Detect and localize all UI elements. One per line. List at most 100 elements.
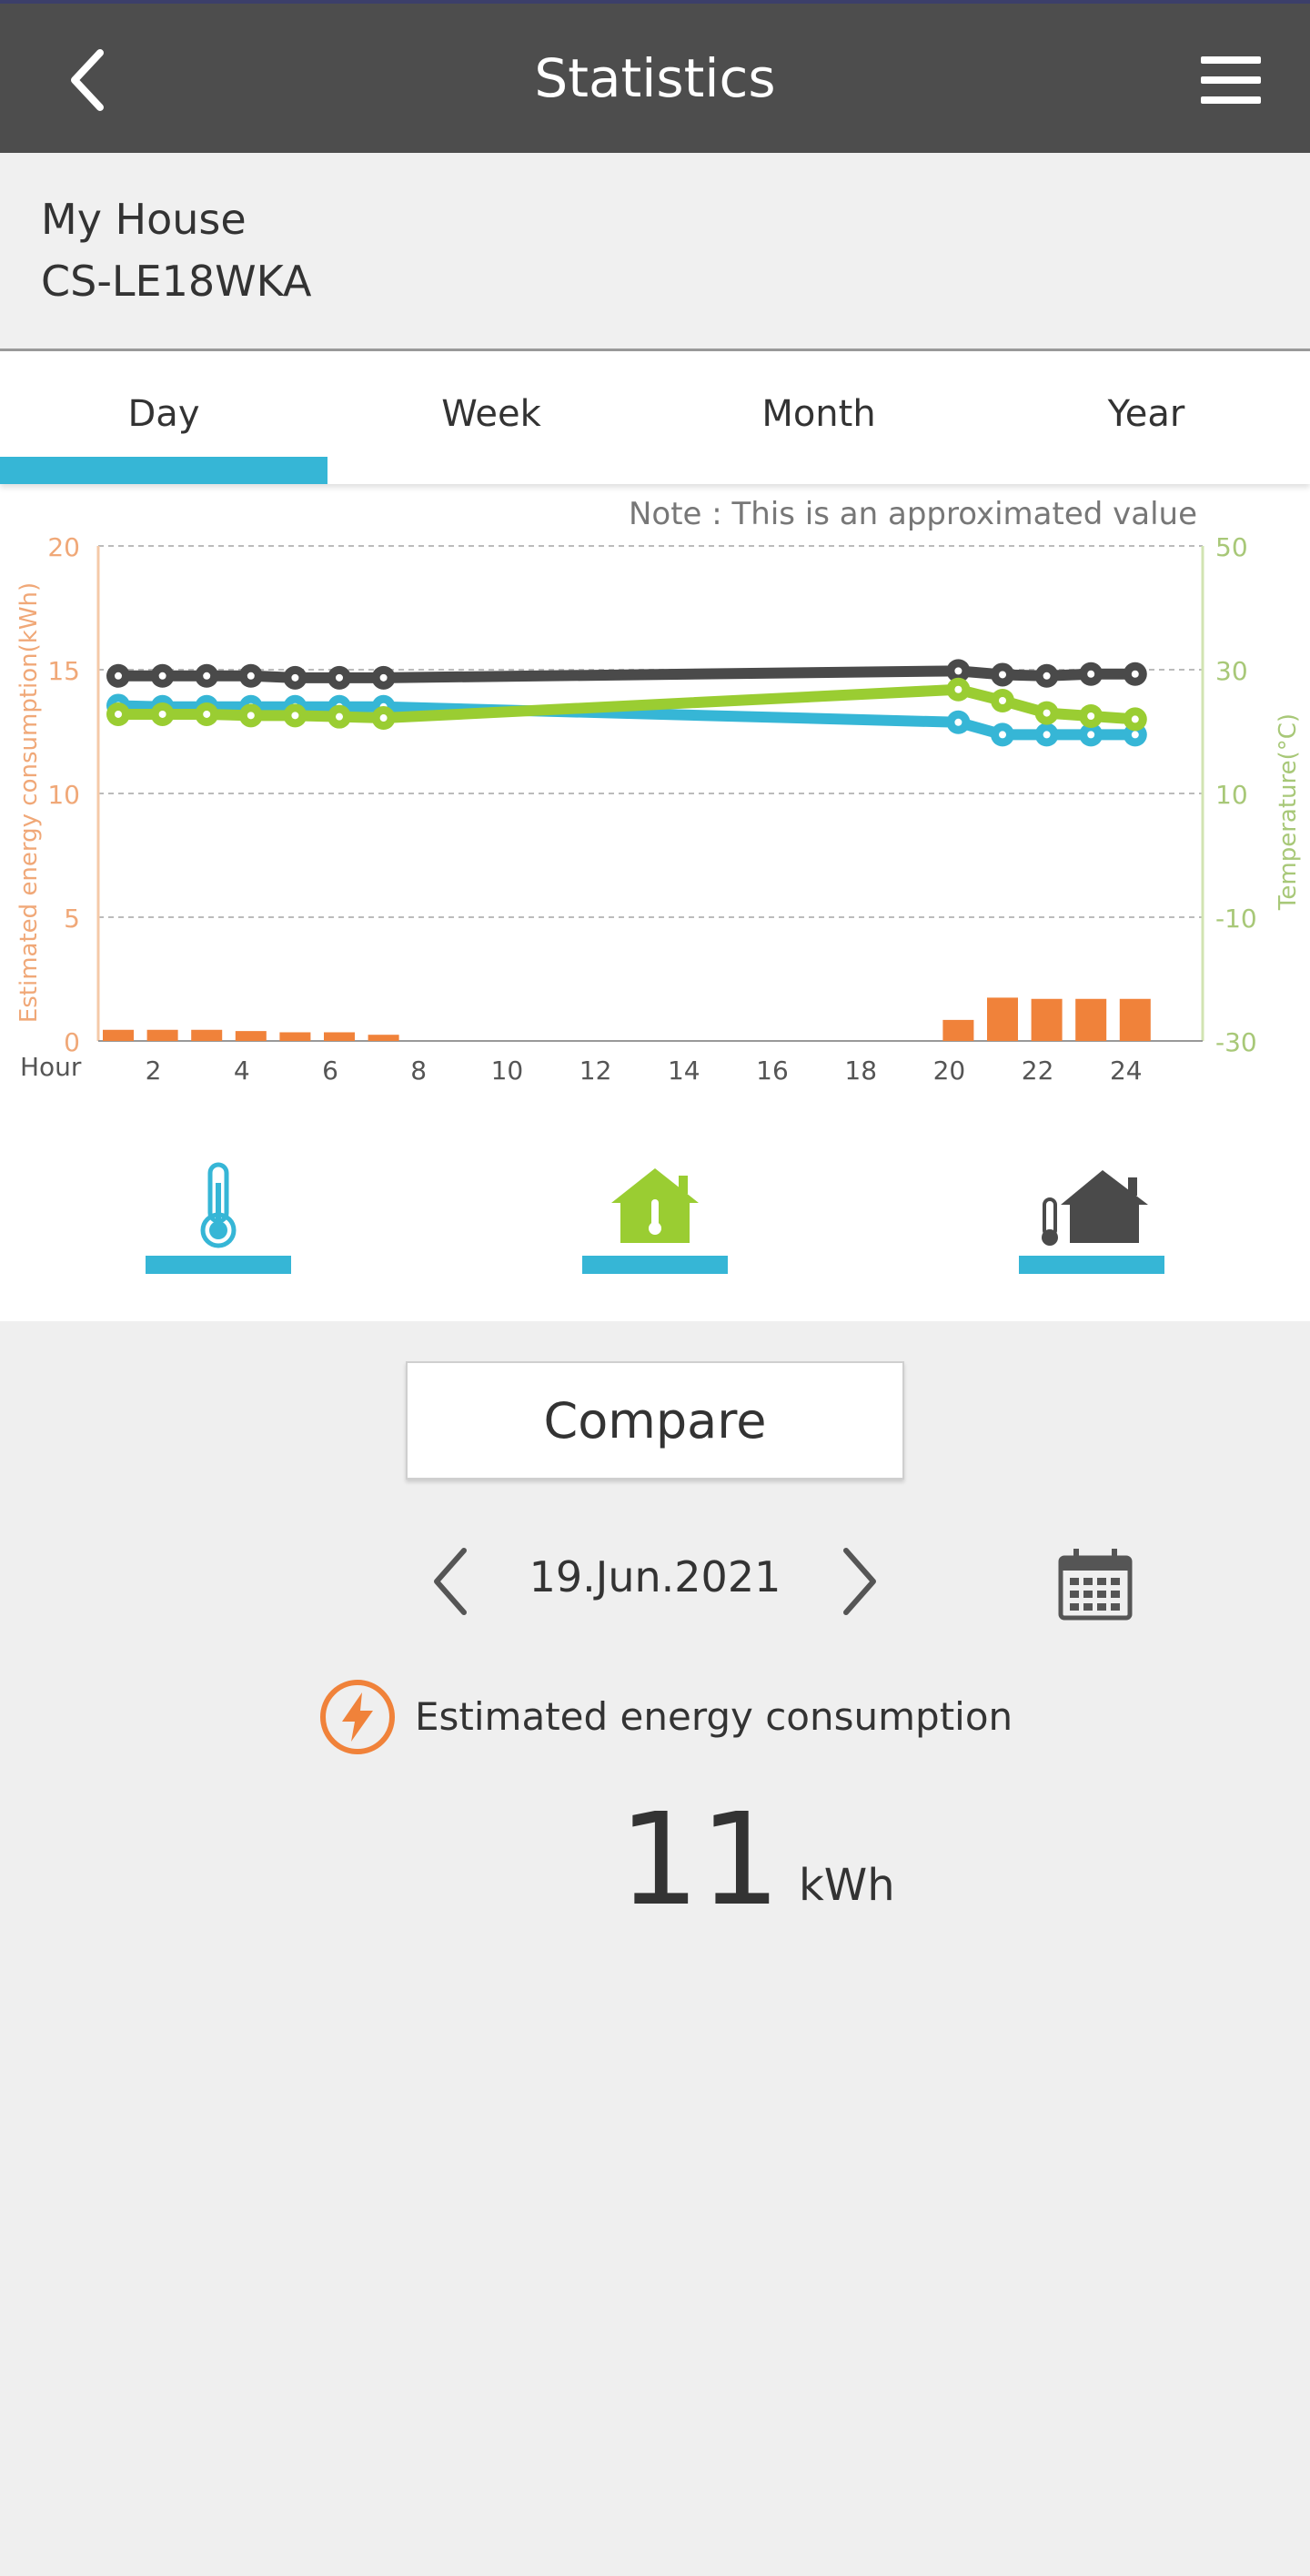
x-tick-label: 24 — [1110, 1056, 1143, 1086]
y-right-tick-label: 50 — [1215, 532, 1248, 562]
calendar-icon[interactable] — [1057, 1547, 1134, 1621]
indoor-toggle-bar — [582, 1256, 728, 1274]
x-tick-label: 4 — [234, 1056, 250, 1086]
setpoint-point-center — [336, 673, 343, 682]
setpoint-series-line — [113, 665, 1141, 683]
y-left-tick-label: 20 — [47, 532, 80, 562]
indoor-point-center — [203, 710, 211, 718]
setpoint-toggle-bar — [1019, 1256, 1164, 1274]
setpoint-point-center — [247, 672, 255, 680]
app-header: Statistics — [0, 0, 1310, 153]
indoor-point-center — [291, 712, 299, 720]
energy-bar — [942, 1019, 974, 1041]
x-tick-label: 6 — [322, 1056, 338, 1086]
x-tick-label: 18 — [844, 1056, 877, 1086]
tab-day[interactable]: Day — [0, 351, 328, 484]
next-date-icon[interactable] — [831, 1538, 886, 1625]
x-tick-label: 20 — [933, 1056, 966, 1086]
outdoor-point-center — [1131, 731, 1139, 739]
energy-consumption-label: Estimated energy consumption — [415, 1694, 1013, 1739]
tab-week[interactable]: Week — [441, 393, 541, 435]
energy-consumption-value: 11 kWh — [0, 1783, 1310, 1938]
indoor-point-center — [336, 712, 343, 721]
menu-icon[interactable] — [1201, 56, 1261, 104]
page-title: Statistics — [534, 47, 776, 109]
setpoint-point-center — [115, 672, 122, 680]
compare-button[interactable]: Compare — [406, 1361, 904, 1480]
indoor-point-center — [1131, 715, 1139, 723]
energy-value: 11 — [619, 1786, 781, 1935]
outdoor-point-center — [1043, 731, 1051, 739]
y-left-axis-title: Estimated energy consumption(kWh) — [15, 582, 43, 1023]
device-model: CS-LE18WKA — [41, 257, 312, 306]
energy-bar — [279, 1032, 311, 1041]
setpoint-house-icon — [1042, 1170, 1148, 1246]
energy-bar — [191, 1029, 223, 1041]
indoor-point-center — [115, 710, 122, 718]
setpoint-temperature-toggle[interactable] — [1019, 1156, 1164, 1274]
x-tick-label: 12 — [579, 1056, 612, 1086]
energy-bar — [103, 1029, 134, 1041]
device-info: My House CS-LE18WKA — [0, 153, 1310, 351]
date-navigation: 19.Jun.2021 — [0, 1538, 1310, 1629]
y-right-tick-label: 30 — [1215, 656, 1248, 686]
setpoint-point-center — [203, 672, 211, 680]
outdoor-thermometer-icon — [200, 1162, 237, 1248]
chart-note: Note : This is an approximated value — [629, 496, 1197, 532]
x-tick-label: 14 — [668, 1056, 700, 1086]
x-tick-label: 22 — [1022, 1056, 1054, 1086]
setpoint-point-center — [379, 673, 388, 682]
period-tabs: Day Week Month Year — [0, 351, 1310, 484]
y-left-tick-label: 0 — [64, 1027, 80, 1057]
setpoint-point-center — [1131, 670, 1139, 678]
indoor-point-center — [954, 685, 962, 693]
y-left-tick-label: 5 — [64, 904, 80, 934]
back-icon[interactable] — [55, 44, 127, 116]
energy-bar — [235, 1031, 267, 1041]
setpoint-point-center — [1087, 670, 1095, 678]
setpoint-point-center — [1043, 672, 1051, 680]
energy-consumption-row: Estimated energy consumption — [0, 1678, 1310, 1760]
y-right-tick-label: -30 — [1215, 1027, 1257, 1057]
energy-bar — [368, 1035, 399, 1041]
y-left-tick-label: 15 — [47, 656, 80, 686]
outdoor-point-center — [954, 718, 962, 726]
statistics-chart: Note : This is an approximated value 0 5 10… — [15, 496, 1302, 1086]
energy-unit: kWh — [799, 1860, 895, 1911]
x-tick-label: 2 — [146, 1056, 162, 1086]
energy-bar — [1075, 998, 1107, 1041]
outdoor-temperature-toggle[interactable] — [146, 1156, 291, 1274]
tab-month[interactable]: Month — [761, 393, 876, 435]
outdoor-point-center — [1087, 731, 1095, 739]
tab-year[interactable]: Year — [1107, 393, 1185, 435]
indoor-point-center — [379, 714, 388, 722]
energy-bar — [1031, 998, 1063, 1041]
setpoint-point-center — [158, 672, 166, 680]
setpoint-point-center — [291, 673, 299, 682]
indoor-point-center — [158, 710, 166, 718]
x-tick-label: 8 — [410, 1056, 427, 1086]
x-tick-label: 16 — [756, 1056, 789, 1086]
y-right-tick-label: -10 — [1215, 904, 1257, 934]
indoor-temperature-toggle[interactable] — [582, 1156, 728, 1274]
energy-bar — [324, 1032, 355, 1041]
previous-date-icon[interactable] — [424, 1538, 479, 1625]
lightning-bolt-icon — [320, 1680, 395, 1754]
y-right-tick-label: 10 — [1215, 780, 1248, 810]
outdoor-toggle-bar — [146, 1256, 291, 1274]
y-left-tick-label: 10 — [47, 780, 80, 810]
y-right-axis-title: Temperature(°C) — [1275, 713, 1302, 911]
outdoor-point-center — [999, 731, 1006, 739]
x-tick-label: 10 — [491, 1056, 524, 1086]
indoor-house-icon — [611, 1168, 699, 1243]
indoor-point-center — [1087, 712, 1095, 720]
energy-bar — [987, 997, 1018, 1041]
setpoint-point-center — [954, 667, 962, 675]
current-date: 19.Jun.2021 — [529, 1552, 781, 1601]
indoor-point-center — [999, 697, 1006, 704]
device-location: My House — [41, 195, 247, 244]
indoor-point-center — [1043, 709, 1051, 717]
energy-bar — [146, 1029, 178, 1041]
energy-bar — [1119, 998, 1151, 1041]
indoor-point-center — [247, 712, 255, 720]
